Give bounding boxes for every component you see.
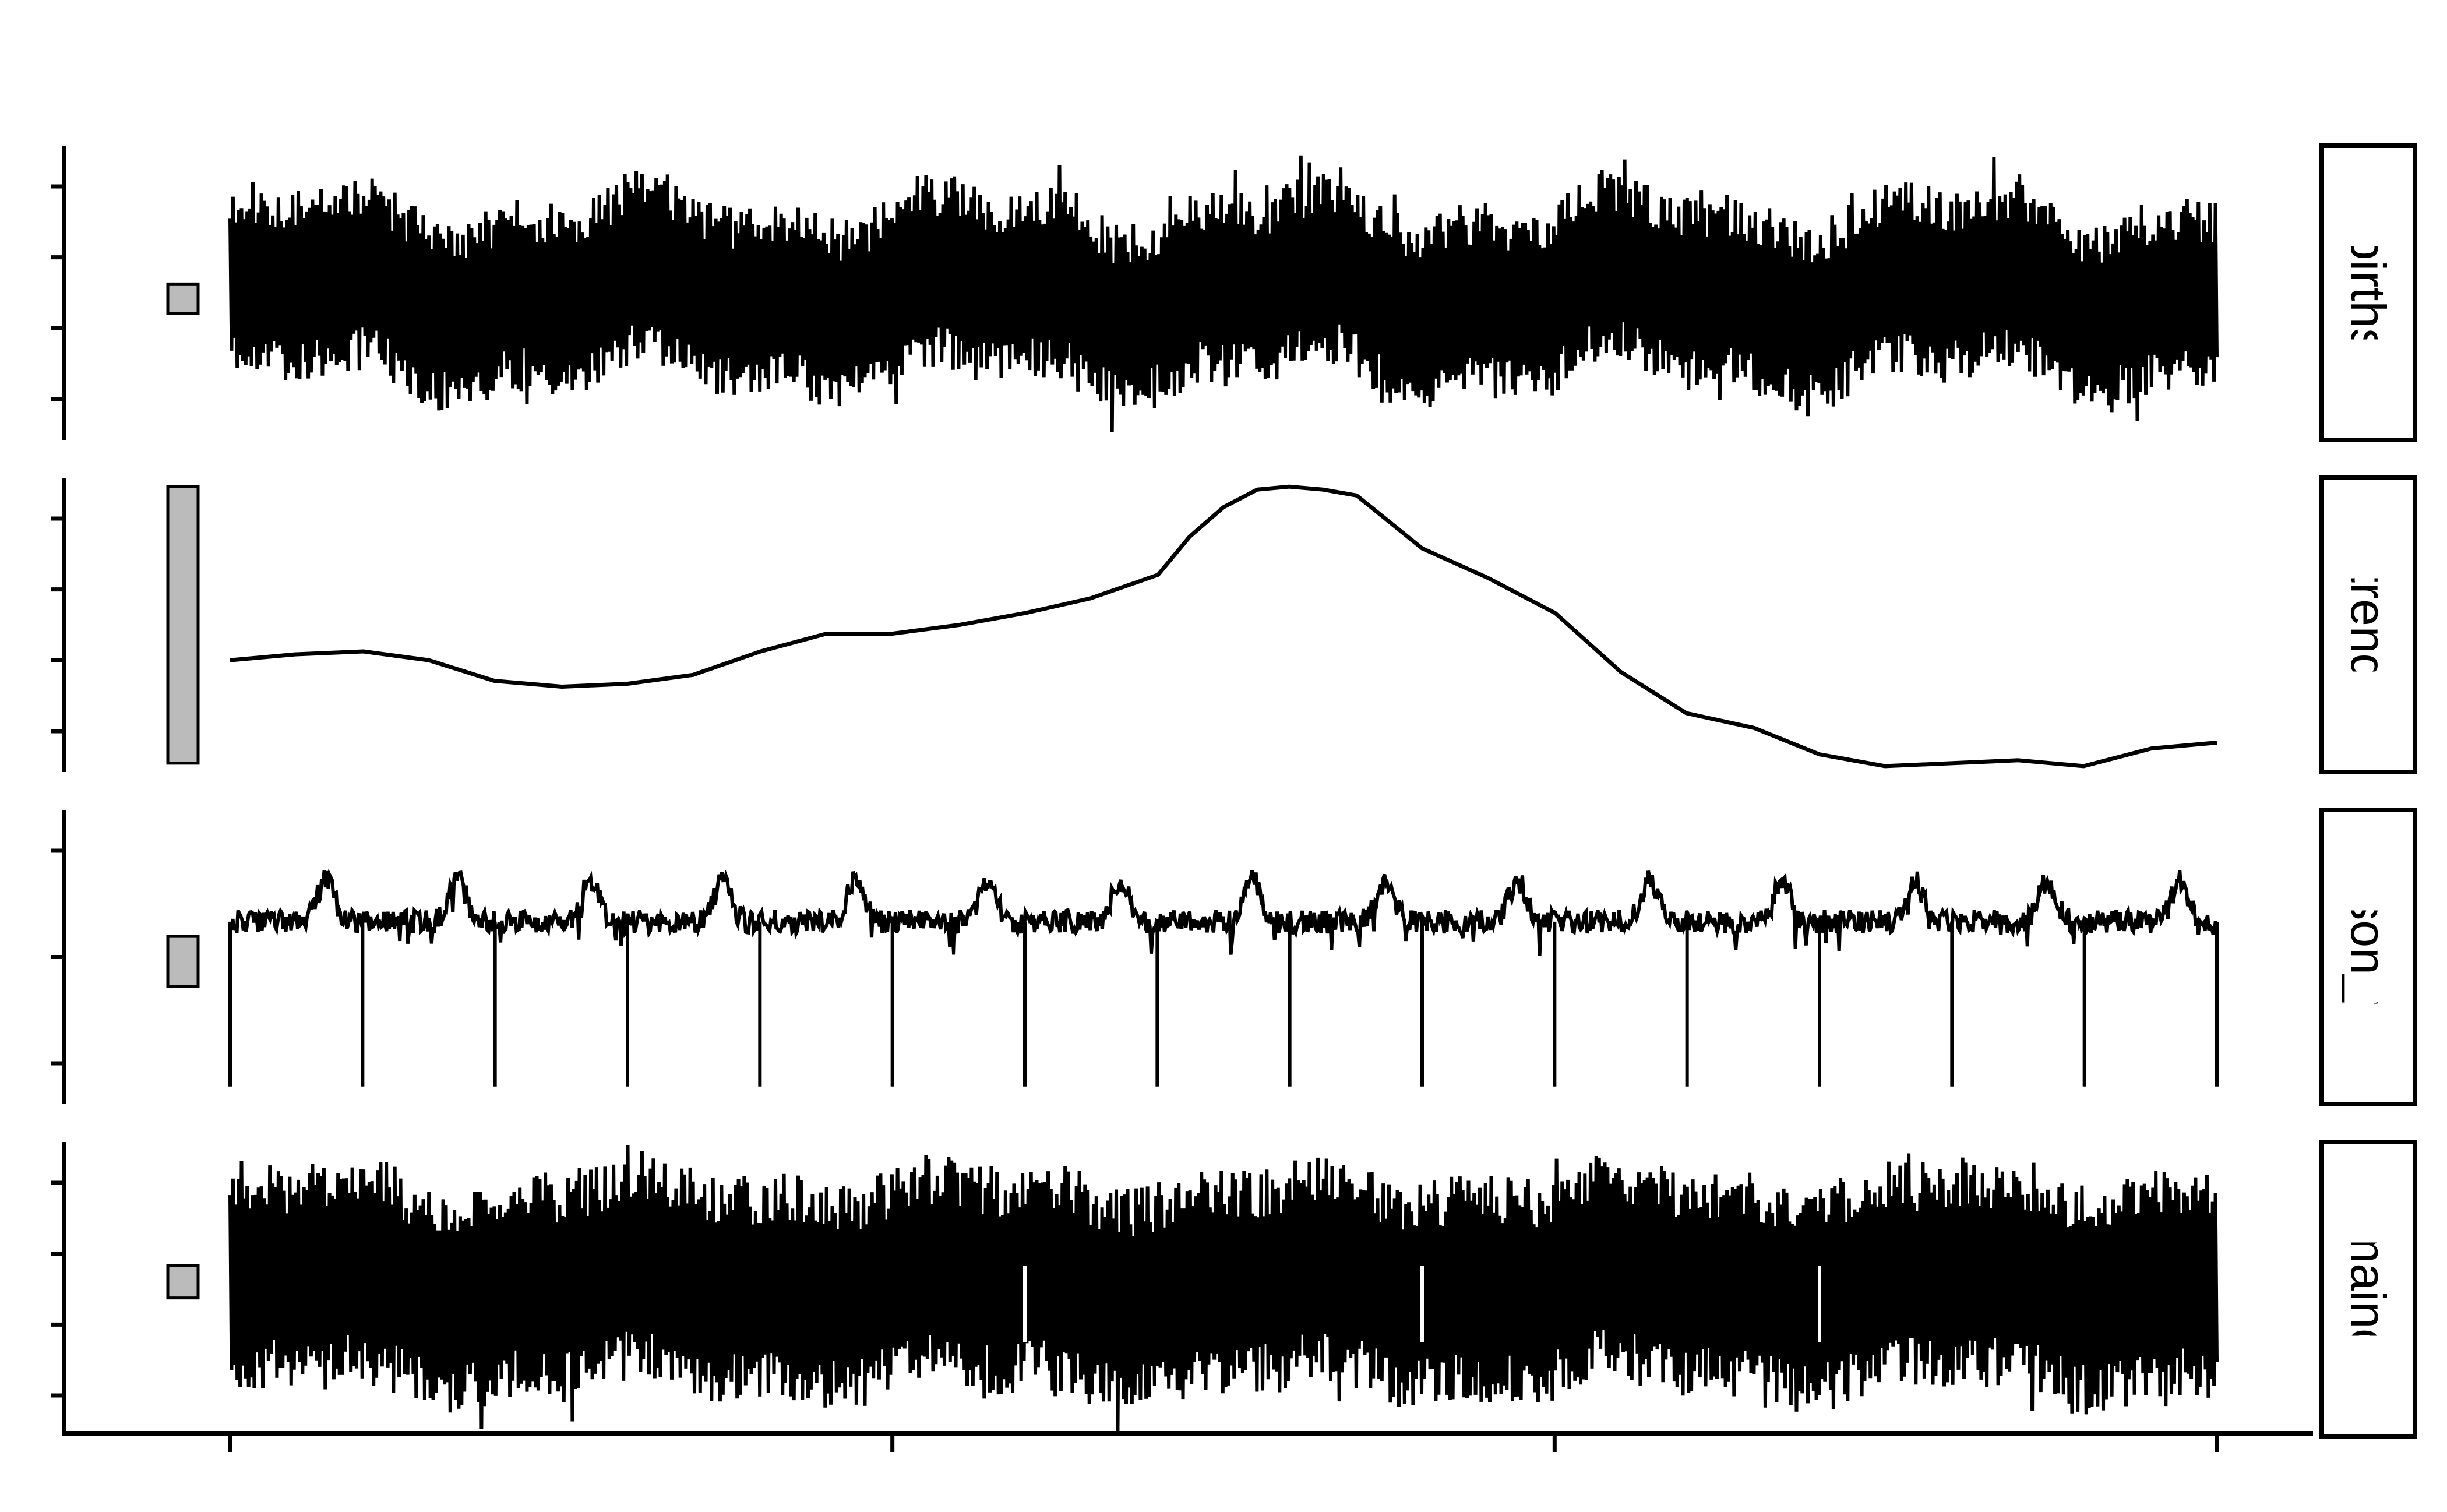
series-line-trend <box>230 484 2217 769</box>
x-axis-ticks <box>228 1433 2219 1452</box>
range-bar-births <box>166 282 200 315</box>
range-bar-trend <box>166 485 200 765</box>
strip-box-births <box>2319 143 2417 442</box>
strip-label-trend: trend <box>2341 569 2396 681</box>
strip-label-births: births <box>2341 233 2396 353</box>
strip-label-remainder: remainder <box>2341 1179 2396 1399</box>
panel-births <box>51 146 2219 440</box>
strip-births: births <box>2319 143 2417 442</box>
facet-strips: births trend season_year remainder <box>2319 143 2417 1439</box>
series-line-season_year <box>228 868 2219 957</box>
panel-season_year <box>51 810 2219 1104</box>
range-bar-season_year <box>166 935 200 988</box>
strip-label-season_year: season_year <box>2341 817 2396 1097</box>
series-line-remainder <box>228 1144 2219 1433</box>
panel-trend <box>51 478 2217 772</box>
strip-box-trend <box>2319 475 2417 774</box>
range-bar-remainder <box>166 1264 200 1300</box>
strip-box-remainder <box>2319 1140 2417 1439</box>
series-line-births <box>228 155 2219 432</box>
panels-group <box>51 146 2219 1436</box>
strip-remainder: remainder <box>2319 1140 2417 1439</box>
panel-remainder <box>51 1142 2219 1436</box>
strip-trend: trend <box>2319 475 2417 774</box>
x-axis <box>64 1431 2313 1452</box>
strip-box-season_year <box>2319 808 2417 1106</box>
strip-season_year: season_year <box>2319 808 2417 1106</box>
